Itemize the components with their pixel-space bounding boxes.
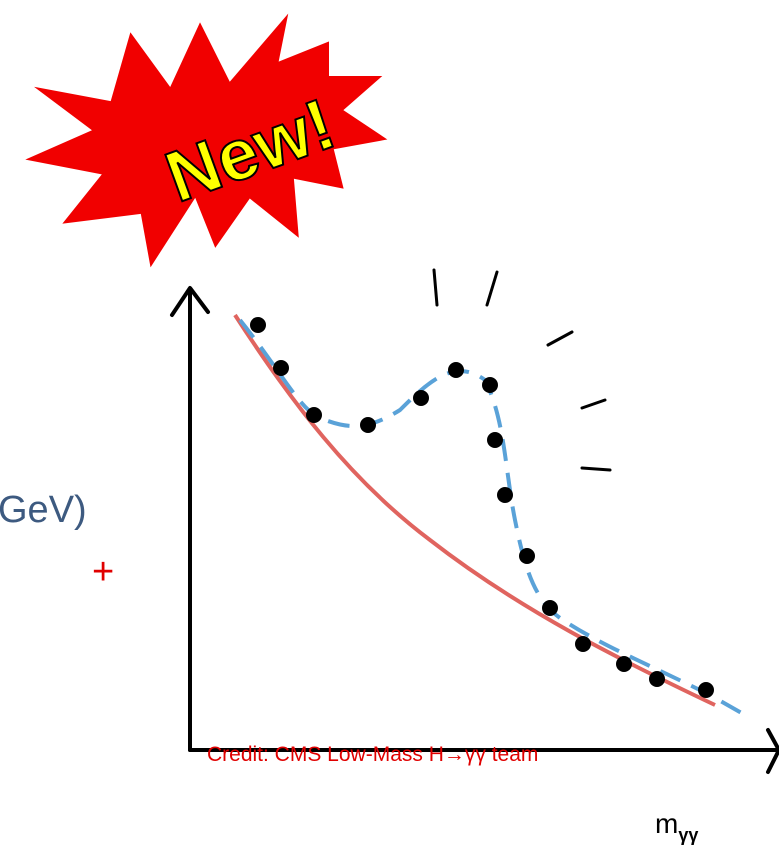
axis-label: mγγ [655, 808, 698, 845]
x-arrow [766, 728, 779, 774]
axis-label-main: m [655, 808, 678, 839]
data-points [250, 317, 714, 698]
emphasis-strokes [432, 268, 612, 472]
signal-curve [238, 318, 746, 717]
y-arrow [170, 286, 210, 317]
axis-label-sub: γγ [678, 825, 698, 845]
starburst [18, 6, 393, 273]
axes [170, 286, 779, 774]
text-fragment: + [92, 551, 114, 593]
credit: Credit: CMS Low-Mass H→γγ team [207, 743, 538, 766]
background-curve [233, 313, 716, 707]
text-fragment: GeV) [0, 489, 87, 531]
